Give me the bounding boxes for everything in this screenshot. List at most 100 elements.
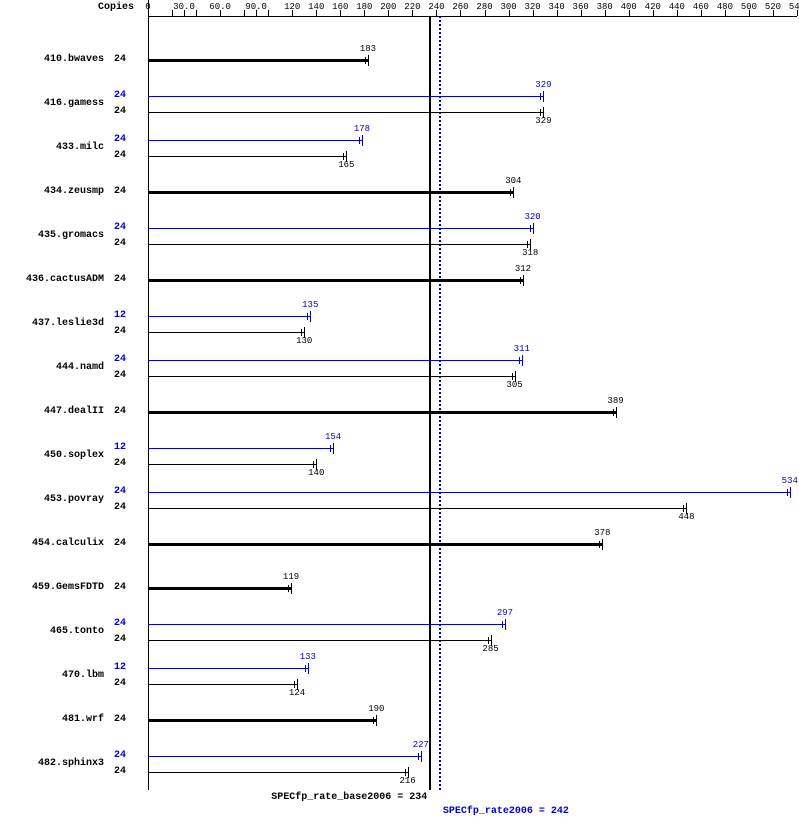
- copies-value: 24: [110, 714, 130, 725]
- bar-end-tick: [288, 585, 289, 592]
- bar-end-tick: [787, 489, 788, 496]
- copies-value: 24: [110, 486, 130, 497]
- bar-end-tick: [519, 357, 520, 364]
- result-value: 154: [325, 432, 341, 442]
- result-bar: [148, 756, 421, 757]
- result-value: 119: [283, 572, 299, 582]
- copies-value: 24: [110, 238, 130, 249]
- axis-tick: [485, 10, 486, 16]
- result-value: 190: [368, 704, 384, 714]
- copies-header: Copies: [98, 2, 134, 13]
- result-bar: [148, 360, 522, 361]
- axis-tick: [460, 10, 461, 16]
- copies-value: 24: [110, 406, 130, 417]
- benchmark-label: 459.GemsFDTD: [4, 582, 104, 593]
- bar-end-tick: [376, 715, 377, 726]
- result-bar: [148, 668, 308, 669]
- copies-value: 24: [110, 458, 130, 469]
- copies-value: 24: [110, 326, 130, 337]
- result-value: 183: [360, 44, 376, 54]
- bar-end-tick: [488, 637, 489, 644]
- result-value: 135: [302, 300, 318, 310]
- bar-end-tick: [502, 621, 503, 628]
- benchmark-label: 470.lbm: [4, 670, 104, 681]
- bar-end-tick: [513, 187, 514, 198]
- benchmark-label: 410.bwaves: [4, 54, 104, 65]
- result-bar: [148, 492, 790, 493]
- result-bar: [148, 316, 310, 317]
- bar-end-tick: [599, 541, 600, 548]
- benchmark-label: 437.leslie3d: [4, 318, 104, 329]
- spec-rate-chart: Copies030.060.090.0120140160180200220240…: [0, 0, 799, 831]
- copies-value: 24: [110, 370, 130, 381]
- copies-value: 24: [110, 502, 130, 513]
- copies-value: 24: [110, 106, 130, 117]
- bar-end-tick: [602, 539, 603, 550]
- bar-end-tick: [527, 241, 528, 248]
- axis-tick: [436, 10, 437, 16]
- copies-value: 24: [110, 90, 130, 101]
- benchmark-label: 450.soplex: [4, 450, 104, 461]
- bar-end-tick: [540, 109, 541, 116]
- benchmark-label: 465.tonto: [4, 626, 104, 637]
- bar-end-tick: [790, 487, 791, 498]
- result-value: 304: [505, 176, 521, 186]
- copies-value: 24: [110, 186, 130, 197]
- axis-tick: [701, 10, 702, 16]
- axis-tick: [148, 10, 149, 16]
- bar-end-tick: [368, 55, 369, 66]
- axis-tick: [340, 10, 341, 16]
- bar-end-tick: [294, 681, 295, 688]
- copies-value: 24: [110, 222, 130, 233]
- benchmark-label: 435.gromacs: [4, 230, 104, 241]
- result-value: 297: [497, 608, 513, 618]
- bar-end-tick: [310, 311, 311, 322]
- result-bar: [148, 140, 362, 141]
- benchmark-label: 481.wrf: [4, 714, 104, 725]
- copies-value: 24: [110, 634, 130, 645]
- result-bar: [148, 508, 686, 509]
- axis-tick: [364, 10, 365, 16]
- axis-tick: [509, 10, 510, 16]
- result-value: 124: [289, 688, 305, 698]
- copies-value: 24: [110, 538, 130, 549]
- copies-value: 24: [110, 750, 130, 761]
- bar-end-tick: [523, 275, 524, 286]
- result-bar: [148, 279, 523, 282]
- axis-tick: [256, 10, 257, 16]
- copies-value: 24: [110, 678, 130, 689]
- copies-value: 12: [110, 442, 130, 453]
- axis-tick: [725, 10, 726, 16]
- result-bar: [148, 411, 616, 414]
- axis-tick: [605, 10, 606, 16]
- copies-value: 12: [110, 310, 130, 321]
- result-value: 130: [296, 336, 312, 346]
- bar-end-tick: [522, 355, 523, 366]
- bar-end-tick: [683, 505, 684, 512]
- axis-tick: [773, 10, 774, 16]
- copies-value: 24: [110, 150, 130, 161]
- bar-end-tick: [333, 443, 334, 454]
- result-bar: [148, 640, 491, 641]
- copies-value: 24: [110, 582, 130, 593]
- bar-end-tick: [616, 407, 617, 418]
- benchmark-label: 436.cactusADM: [4, 274, 104, 285]
- bar-end-tick: [307, 313, 308, 320]
- axis-tick: [797, 10, 798, 16]
- bar-end-tick: [505, 619, 506, 630]
- bar-end-tick: [373, 717, 374, 724]
- benchmark-label: 454.calculix: [4, 538, 104, 549]
- bar-end-tick: [365, 57, 366, 64]
- benchmark-label: 416.gamess: [4, 98, 104, 109]
- axis-tick: [388, 10, 389, 16]
- bar-end-tick: [313, 461, 314, 468]
- result-bar: [148, 543, 602, 546]
- axis-tick: [557, 10, 558, 16]
- axis-tick: [220, 10, 221, 16]
- benchmark-label: 434.zeusmp: [4, 186, 104, 197]
- result-value: 133: [300, 652, 316, 662]
- result-value: 378: [594, 528, 610, 538]
- copies-value: 24: [110, 354, 130, 365]
- bar-end-tick: [343, 153, 344, 160]
- bar-end-tick: [418, 753, 419, 760]
